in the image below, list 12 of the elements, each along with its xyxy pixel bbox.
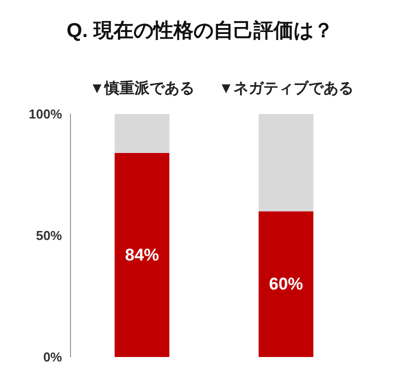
x-tick-label: ▼慎重派である: [90, 80, 194, 97]
bar: [258, 211, 314, 357]
bar: [114, 152, 170, 357]
y-tick-label: 100%: [28, 106, 62, 122]
chart-title: Q. 現在の性格の自己評価は？: [66, 19, 334, 42]
data-label: 60%: [268, 274, 304, 294]
y-tick-label: 0%: [43, 350, 62, 364]
data-label: 84%: [124, 245, 160, 264]
y-tick-label: 50%: [36, 228, 62, 243]
bar: [114, 114, 170, 153]
x-tick-label: ▼ネガティブである: [218, 80, 354, 97]
bar: [258, 114, 314, 212]
